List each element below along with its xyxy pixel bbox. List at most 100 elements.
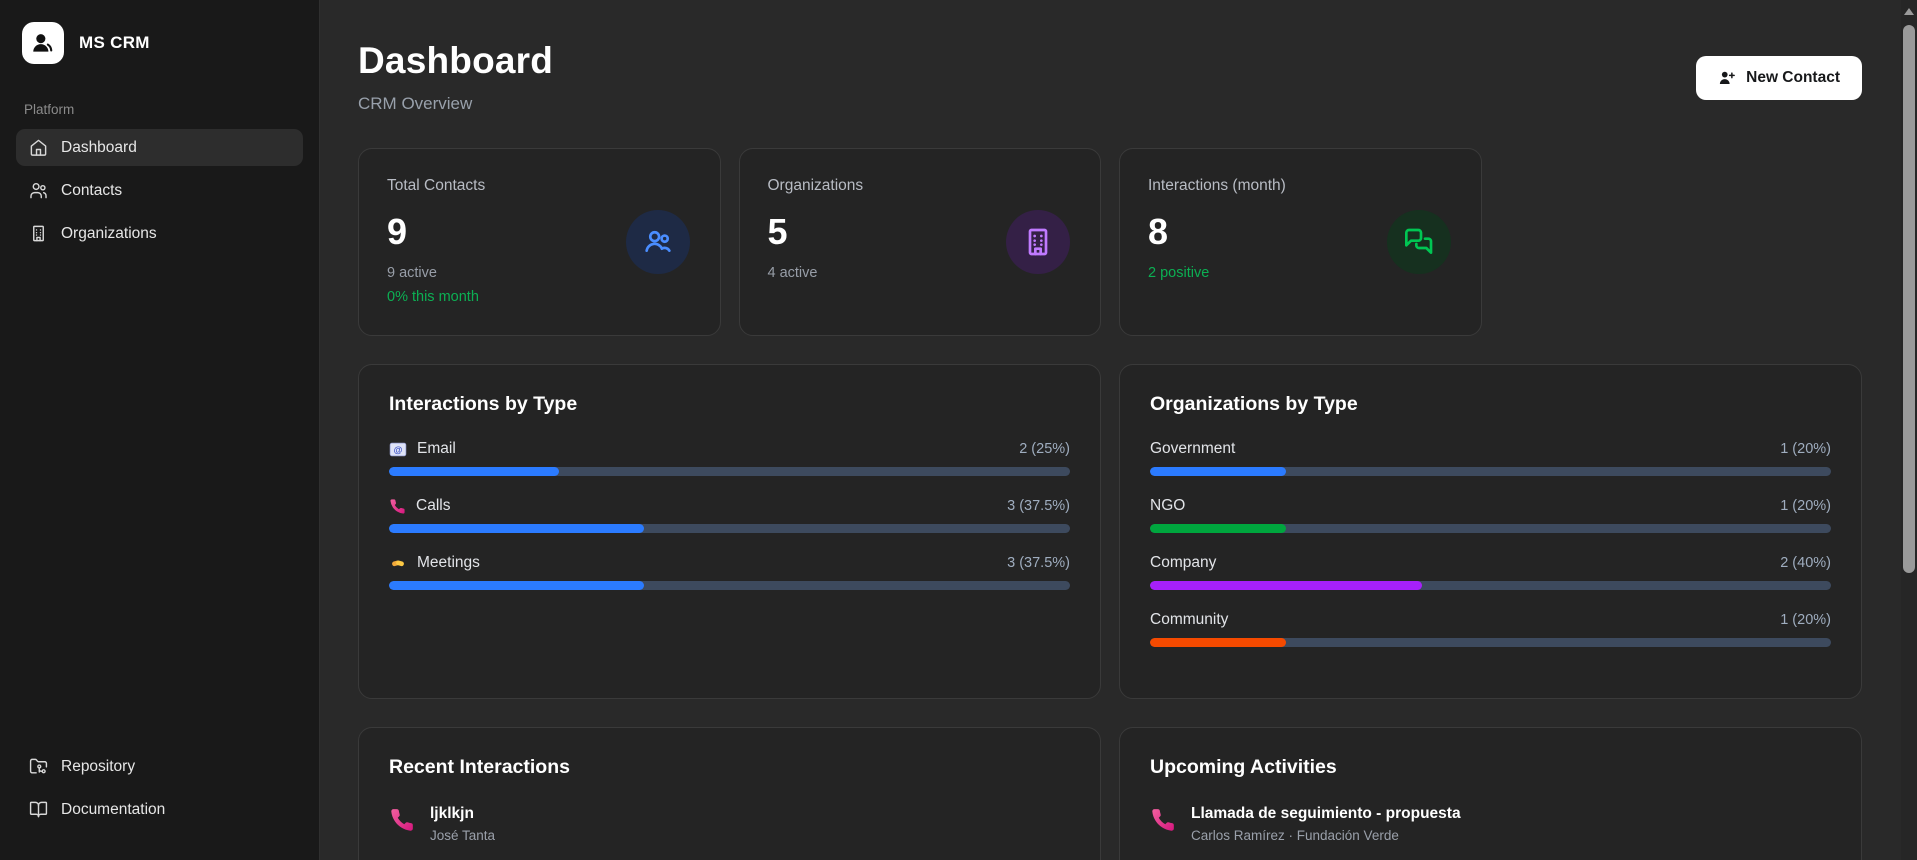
sidebar-item-label: Dashboard bbox=[61, 138, 137, 156]
sidebar-item-documentation[interactable]: Documentation bbox=[16, 791, 303, 828]
stat-label: Interactions (month) bbox=[1148, 177, 1286, 194]
card-title: Upcoming Activities bbox=[1150, 756, 1337, 778]
svg-text:@: @ bbox=[394, 444, 403, 454]
bar-label-text: Email bbox=[417, 440, 456, 457]
bar-value: 3 (37.5%) bbox=[1007, 555, 1070, 571]
stat-card-organizations: Organizations 5 4 active bbox=[738, 148, 1101, 336]
sidebar-item-repository[interactable]: Repository bbox=[16, 748, 303, 785]
phone-icon bbox=[389, 807, 415, 833]
bar-row-government: Government 1 (20%) bbox=[1150, 440, 1831, 476]
bar-row-email: @ Email 2 (25%) bbox=[389, 440, 1070, 476]
bar-value: 2 (25%) bbox=[1019, 441, 1070, 457]
building-icon bbox=[29, 224, 48, 243]
chat-bubbles-icon bbox=[1386, 210, 1451, 274]
sidebar-section-label: Platform bbox=[24, 102, 75, 117]
sidebar-item-label: Organizations bbox=[61, 224, 157, 242]
progress-track bbox=[1150, 467, 1831, 476]
new-contact-button[interactable]: New Contact bbox=[1696, 56, 1862, 100]
progress-fill bbox=[1150, 524, 1287, 533]
bar-value: 3 (37.5%) bbox=[1007, 498, 1070, 514]
page-header: Dashboard CRM Overview New Contact bbox=[358, 40, 1862, 114]
page-title: Dashboard bbox=[358, 40, 554, 81]
home-icon bbox=[29, 138, 48, 157]
progress-fill bbox=[389, 581, 645, 590]
users-icon bbox=[29, 181, 48, 200]
app-logo-row: MS CRM bbox=[16, 22, 303, 64]
bottom-row: Recent Interactions ljklkjn José Tanta bbox=[358, 727, 1862, 860]
scrollbar-up-arrow-icon[interactable] bbox=[1904, 8, 1914, 15]
bar-value: 1 (20%) bbox=[1780, 612, 1831, 628]
bar-row-company: Company 2 (40%) bbox=[1150, 554, 1831, 590]
progress-track bbox=[1150, 524, 1831, 533]
card-title: Recent Interactions bbox=[389, 756, 570, 778]
sidebar-item-label: Contacts bbox=[61, 181, 123, 199]
handshake-icon bbox=[389, 555, 407, 571]
bar-row-ngo: NGO 1 (20%) bbox=[1150, 497, 1831, 533]
sidebar-footer: Repository Documentation bbox=[16, 748, 303, 834]
sidebar: MS CRM Platform Dashboard Contact bbox=[0, 0, 320, 860]
phone-icon bbox=[1150, 807, 1176, 833]
list-item[interactable]: ljklkjn José Tanta bbox=[389, 805, 1070, 843]
recent-interactions-card: Recent Interactions ljklkjn José Tanta bbox=[358, 727, 1101, 860]
stat-value: 8 bbox=[1148, 211, 1169, 252]
building-icon bbox=[1006, 210, 1070, 274]
user-plus-icon bbox=[1718, 69, 1736, 87]
chart-title: Interactions by Type bbox=[389, 393, 578, 415]
contact-person-icon bbox=[30, 30, 56, 56]
app-logo bbox=[22, 22, 64, 64]
progress-fill bbox=[389, 467, 560, 476]
scrollbar-thumb[interactable] bbox=[1903, 25, 1915, 573]
progress-fill bbox=[1150, 581, 1423, 590]
stat-sub: 4 active bbox=[767, 265, 818, 281]
folder-git-icon bbox=[29, 757, 48, 776]
stat-sub: 9 active bbox=[387, 265, 437, 281]
bar-value: 1 (20%) bbox=[1780, 498, 1831, 514]
stat-value: 9 bbox=[387, 211, 408, 252]
sidebar-item-contacts[interactable]: Contacts bbox=[16, 172, 303, 209]
bar-value: 1 (20%) bbox=[1780, 441, 1831, 457]
item-title: Llamada de seguimiento - propuesta bbox=[1191, 805, 1461, 822]
progress-fill bbox=[389, 524, 645, 533]
item-title: ljklkjn bbox=[430, 805, 474, 822]
charts-row: Interactions by Type @ Email 2 (25%) bbox=[358, 364, 1862, 699]
users-icon bbox=[625, 210, 690, 274]
chart-title: Organizations by Type bbox=[1150, 393, 1358, 415]
upcoming-activities-card: Upcoming Activities Llamada de seguimien… bbox=[1119, 727, 1862, 860]
stat-label: Organizations bbox=[767, 177, 864, 194]
list-item[interactable]: Llamada de seguimiento - propuesta Carlo… bbox=[1150, 805, 1831, 843]
main-content: Dashboard CRM Overview New Contact Total… bbox=[320, 0, 1917, 860]
sidebar-item-label: Documentation bbox=[61, 800, 166, 818]
progress-track bbox=[389, 581, 1070, 590]
stat-card-interactions: Interactions (month) 8 2 positive bbox=[1119, 148, 1482, 336]
stat-label: Total Contacts bbox=[387, 177, 486, 194]
phone-icon bbox=[389, 498, 406, 515]
sidebar-item-dashboard[interactable]: Dashboard bbox=[16, 129, 303, 166]
bar-row-meetings: Meetings 3 (37.5%) bbox=[389, 554, 1070, 590]
page-subtitle: CRM Overview bbox=[358, 94, 473, 113]
window-scrollbar[interactable] bbox=[1901, 0, 1917, 860]
sidebar-item-organizations[interactable]: Organizations bbox=[16, 215, 303, 252]
sidebar-item-label: Repository bbox=[61, 757, 136, 775]
stat-trend: 2 positive bbox=[1148, 265, 1210, 281]
organizations-by-type-card: Organizations by Type Government 1 (20%)… bbox=[1119, 364, 1862, 699]
app-name: MS CRM bbox=[79, 33, 150, 52]
bar-label-text: NGO bbox=[1150, 497, 1186, 514]
stats-row: Total Contacts 9 9 active 0% this month … bbox=[358, 148, 1862, 336]
item-subtitle: José Tanta bbox=[430, 828, 496, 843]
progress-track bbox=[389, 467, 1070, 476]
progress-fill bbox=[1150, 638, 1287, 647]
bar-label-text: Government bbox=[1150, 440, 1236, 457]
bar-label-text: Meetings bbox=[417, 554, 480, 571]
bar-label-text: Company bbox=[1150, 554, 1217, 571]
bar-row-calls: Calls 3 (37.5%) bbox=[389, 497, 1070, 533]
bar-label-text: Calls bbox=[416, 497, 451, 514]
email-icon: @ bbox=[389, 442, 407, 457]
bar-row-community: Community 1 (20%) bbox=[1150, 611, 1831, 647]
new-contact-label: New Contact bbox=[1746, 69, 1840, 86]
progress-fill bbox=[1150, 467, 1287, 476]
bar-value: 2 (40%) bbox=[1780, 555, 1831, 571]
interactions-by-type-card: Interactions by Type @ Email 2 (25%) bbox=[358, 364, 1101, 699]
stats-empty-cell bbox=[1500, 148, 1863, 336]
stat-trend: 0% this month bbox=[387, 289, 479, 305]
sidebar-nav: Dashboard Contacts Organiza bbox=[16, 129, 303, 258]
